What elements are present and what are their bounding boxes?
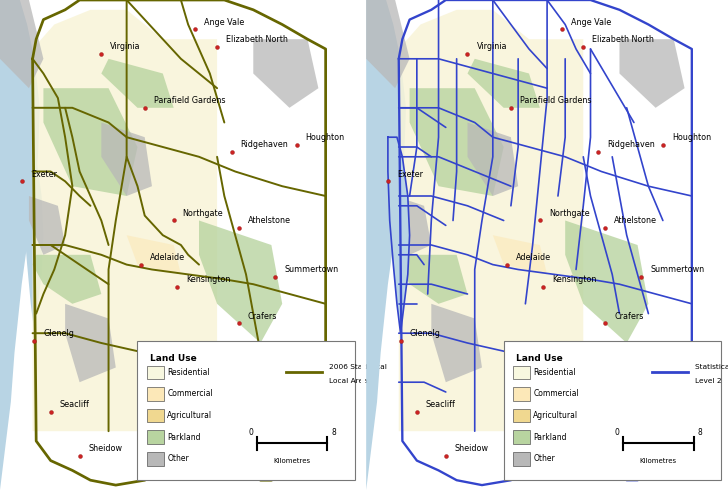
Text: Kensington: Kensington (186, 275, 231, 284)
Bar (146, 409, 164, 422)
Polygon shape (22, 137, 44, 333)
Text: Stirling: Stirling (610, 354, 639, 363)
Text: Stirling: Stirling (244, 354, 273, 363)
Text: Agricultural: Agricultural (534, 411, 579, 420)
Bar (513, 452, 530, 466)
Polygon shape (467, 122, 518, 196)
Text: Local Areas: Local Areas (329, 378, 371, 384)
Text: Elizabeth North: Elizabeth North (226, 35, 288, 44)
Text: 0: 0 (248, 428, 253, 437)
Polygon shape (366, 0, 406, 490)
Text: Other: Other (534, 454, 555, 463)
Text: Summertown: Summertown (650, 266, 704, 274)
Text: 0: 0 (614, 428, 620, 437)
Text: Commercial: Commercial (167, 390, 213, 398)
Bar (513, 387, 530, 401)
Text: Sheidow: Sheidow (89, 444, 122, 453)
Text: Athelstone: Athelstone (614, 217, 657, 225)
Text: Virginia: Virginia (477, 43, 507, 51)
Text: Parafield Gardens: Parafield Gardens (520, 97, 591, 105)
Bar (513, 409, 530, 422)
Polygon shape (388, 137, 410, 333)
Text: Land Use: Land Use (150, 354, 197, 363)
Polygon shape (467, 59, 540, 108)
Text: Glenelg: Glenelg (44, 329, 74, 338)
Text: Glenelg: Glenelg (410, 329, 440, 338)
Bar (146, 430, 164, 444)
Text: Adelaide: Adelaide (150, 253, 186, 262)
Text: Virginia: Virginia (111, 43, 141, 51)
Polygon shape (620, 39, 684, 108)
Bar (138, 341, 355, 480)
Text: Ange Vale: Ange Vale (205, 18, 245, 27)
Text: Kensington: Kensington (553, 275, 597, 284)
Text: Kilometres: Kilometres (274, 458, 311, 464)
Text: Parkland: Parkland (534, 433, 567, 441)
Polygon shape (33, 10, 217, 431)
Text: Crafers: Crafers (614, 312, 644, 321)
Polygon shape (493, 235, 547, 274)
Text: Ridgehaven: Ridgehaven (607, 141, 654, 149)
Bar (513, 430, 530, 444)
Polygon shape (565, 220, 649, 343)
Polygon shape (366, 0, 410, 88)
Polygon shape (44, 88, 138, 196)
Text: Exeter: Exeter (397, 170, 423, 179)
Text: 2006 Statistical: 2006 Statistical (329, 364, 387, 370)
Polygon shape (199, 220, 282, 343)
Text: Land Use: Land Use (516, 354, 563, 363)
Bar (146, 452, 164, 466)
Polygon shape (33, 255, 101, 304)
Polygon shape (388, 137, 410, 333)
Polygon shape (431, 304, 482, 382)
Bar (146, 366, 164, 379)
Text: Crafers: Crafers (248, 312, 277, 321)
Polygon shape (0, 0, 40, 490)
Text: Residential: Residential (167, 368, 210, 377)
Text: Level 2: Level 2 (695, 378, 722, 384)
Text: Agricultural: Agricultural (167, 411, 213, 420)
Polygon shape (410, 88, 504, 196)
Polygon shape (127, 235, 181, 274)
Text: Elizabeth North: Elizabeth North (593, 35, 654, 44)
Text: Houghton: Houghton (672, 133, 711, 142)
Text: Houghton: Houghton (306, 133, 345, 142)
Text: Commercial: Commercial (534, 390, 579, 398)
Text: Kilometres: Kilometres (640, 458, 677, 464)
Text: Sheidow: Sheidow (455, 444, 488, 453)
Text: Summertown: Summertown (284, 266, 338, 274)
Text: Statistical Areas: Statistical Areas (695, 364, 728, 370)
Polygon shape (101, 59, 174, 108)
Polygon shape (101, 122, 152, 196)
Text: Athelstone: Athelstone (248, 217, 291, 225)
Text: Northgate: Northgate (549, 209, 590, 218)
Polygon shape (29, 196, 65, 255)
Text: Residential: Residential (534, 368, 576, 377)
Text: Seacliff: Seacliff (426, 400, 456, 409)
Text: 8: 8 (331, 428, 336, 437)
Bar (513, 366, 530, 379)
Text: Seacliff: Seacliff (60, 400, 90, 409)
Text: Parkland: Parkland (167, 433, 201, 441)
Bar (504, 341, 721, 480)
Text: Ange Vale: Ange Vale (571, 18, 611, 27)
Text: Other: Other (167, 454, 189, 463)
Polygon shape (0, 0, 44, 88)
Text: Northgate: Northgate (183, 209, 223, 218)
Polygon shape (65, 304, 116, 382)
Text: Parafield Gardens: Parafield Gardens (154, 97, 225, 105)
Polygon shape (399, 10, 583, 431)
Text: Ridgehaven: Ridgehaven (241, 141, 288, 149)
Polygon shape (253, 39, 318, 108)
Text: 8: 8 (697, 428, 702, 437)
Bar (146, 387, 164, 401)
Text: Exeter: Exeter (31, 170, 57, 179)
Polygon shape (399, 255, 467, 304)
Text: Adelaide: Adelaide (516, 253, 552, 262)
Polygon shape (395, 196, 431, 255)
